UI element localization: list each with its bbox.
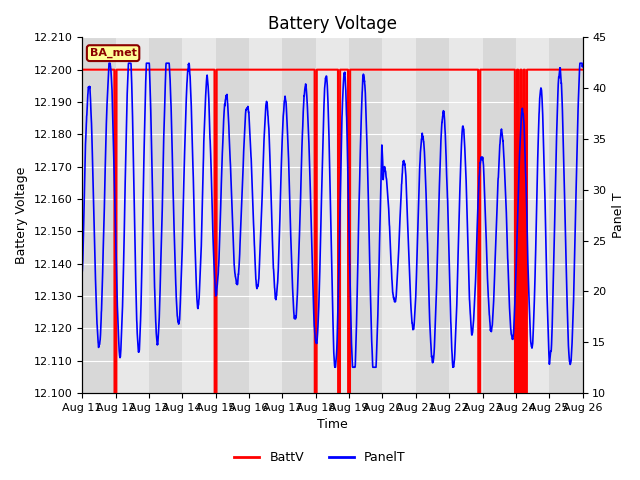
Bar xyxy=(149,37,182,393)
Bar xyxy=(416,37,449,393)
Bar xyxy=(549,37,582,393)
Bar xyxy=(349,37,383,393)
Text: BA_met: BA_met xyxy=(90,48,136,58)
Bar xyxy=(216,37,249,393)
Bar xyxy=(82,37,115,393)
Bar xyxy=(282,37,316,393)
Y-axis label: Battery Voltage: Battery Voltage xyxy=(15,167,28,264)
Bar xyxy=(483,37,516,393)
Y-axis label: Panel T: Panel T xyxy=(612,192,625,238)
Legend: BattV, PanelT: BattV, PanelT xyxy=(229,446,411,469)
X-axis label: Time: Time xyxy=(317,419,348,432)
Title: Battery Voltage: Battery Voltage xyxy=(268,15,397,33)
